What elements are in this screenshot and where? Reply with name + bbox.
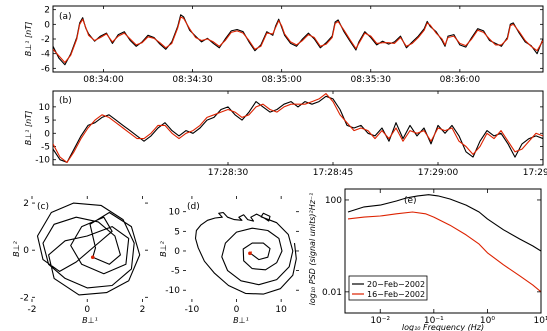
panel-e: 10⁻² 10⁻¹ 10⁰ 10¹ 100 0.01 (e) log₁₀ Frequency … [308,188,547,331]
e-xtick-label: 10⁻¹ [424,316,444,326]
d-ylabel: B⊥² [159,240,168,256]
e-xtick-label: 10⁰ [480,316,495,326]
d-start-marker [248,251,252,256]
e-legend-label-0: 20−Feb−2002 [367,280,425,289]
c-xlabel: B⊥¹ [82,316,98,325]
plot-frame [52,5,544,73]
a-series-1 [53,16,543,64]
d-xlabel: B⊥¹ [233,316,249,325]
d-panel-label: (d) [187,202,200,212]
e-xlabel: log₁₀ Frequency (Hz) [402,323,484,331]
d-ytick-label: -10 [165,286,180,296]
e-ytick-label: 0.01 [322,288,342,298]
panel-d: -10 0 10 -10 -5 0 5 10 (d) B⊥¹ B⊥² [159,196,299,325]
d-ytick-label: -5 [171,267,180,277]
a-xtick-label: 08:35:00 [261,75,302,85]
c-ytick-label: 2 [23,199,29,209]
e-xtick-label: 10⁻² [370,316,390,326]
e-xtick-label: 10¹ [533,316,547,326]
panel-c: -2 0 2 -2 0 2 (c) B⊥¹ B⊥² [12,196,148,325]
plot-frame [52,90,544,166]
a-ylabel: B⊥¹ [nT] [24,22,33,56]
e-series-1 [347,211,541,293]
a-panel-label: (a) [59,12,72,22]
b-xtick-label: 17:29:15 [523,168,547,178]
a-xtick-label: 08:35:30 [351,75,392,85]
e-legend-box [348,275,428,301]
b-ylabel: B⊥¹ [nT] [24,111,33,145]
a-xtick-label: 08:36:00 [440,75,481,85]
a-ytick-label: -2 [41,35,50,45]
b-xtick-label: 17:28:30 [208,168,249,178]
a-ytick-label: -6 [41,64,50,74]
b-series-1 [53,93,543,163]
d-xtick-label: -10 [185,305,200,315]
c-xtick-label: -2 [28,305,37,315]
a-xtick-label: 08:34:00 [83,75,124,85]
a-ytick-label: -4 [41,50,50,60]
d-ytick-label: 0 [174,247,180,257]
a-ytick-label: 0 [44,20,50,30]
a-ytick-label: 2 [44,6,50,16]
e-panel-label: (e) [404,196,417,206]
b-panel-label: (b) [59,96,72,106]
b-xtick-label: 17:28:45 [313,168,353,178]
d-ytick-label: 5 [174,227,180,237]
c-panel-label: (c) [37,202,49,212]
d-xtick-label: 0 [234,305,240,315]
panel-b: -10 -5 0 5 10 17:28:30 17:28:45 17:29:00 17:29:1… [24,90,547,178]
panel-a: -6 -4 -2 0 2 08:34:00 08:34:30 08:35:00 08:35:30… [24,5,544,85]
b-ytick-label: -10 [35,156,50,166]
a-xtick-label: 08:34:30 [172,75,213,85]
e-legend-label-1: 16−Feb−2002 [367,290,425,299]
b-series-0 [53,95,543,163]
b-ytick-label: 10 [39,103,51,113]
c-xtick-label: 0 [84,305,90,315]
a-series-0 [53,14,543,66]
d-xtick-label: 10 [275,305,287,315]
c-series-0 [36,202,141,296]
d-ytick-label: 10 [169,208,181,218]
c-ytick-label: -2 [20,293,29,303]
c-xtick-label: 2 [140,305,146,315]
b-ytick-label: -5 [41,143,50,153]
e-ylabel: log₁₀ PSD (signal units)²Hz⁻¹ [308,193,317,306]
c-ytick-label: 0 [23,246,29,256]
c-end-marker [90,255,95,260]
b-ytick-label: 5 [44,116,50,126]
b-xtick-label: 17:29:00 [418,168,459,178]
e-ytick-label: 100 [325,196,342,206]
d-series-0 [194,211,297,295]
e-series-0 [347,194,541,252]
c-ylabel: B⊥² [12,240,21,256]
b-ytick-label: 0 [44,129,50,139]
